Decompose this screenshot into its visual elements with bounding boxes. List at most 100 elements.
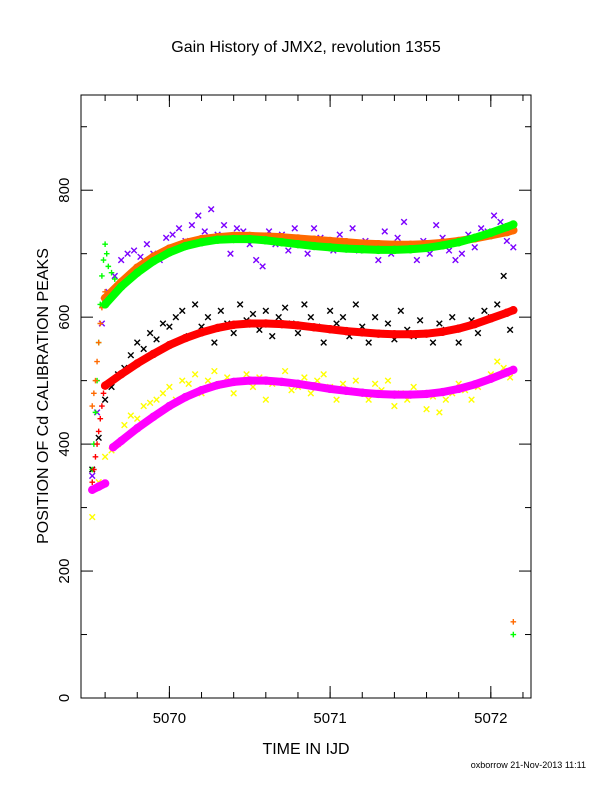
data-point bbox=[259, 263, 266, 270]
data-point bbox=[89, 403, 96, 409]
data-point bbox=[452, 256, 459, 264]
data-point bbox=[97, 415, 104, 422]
data-point bbox=[510, 631, 517, 638]
data-point bbox=[233, 225, 241, 232]
data-point bbox=[172, 313, 180, 321]
data-point bbox=[146, 399, 154, 407]
data-point bbox=[281, 304, 289, 311]
data-point bbox=[178, 377, 186, 384]
data-point bbox=[291, 225, 299, 232]
fit-point bbox=[509, 365, 518, 375]
data-point bbox=[146, 329, 154, 337]
data-point bbox=[281, 367, 289, 375]
data-point bbox=[445, 247, 453, 254]
data-point bbox=[91, 466, 97, 473]
data-point bbox=[130, 247, 138, 254]
data-point bbox=[436, 409, 443, 416]
chart-title: Gain History of JMX2, revolution 1355 bbox=[171, 39, 441, 56]
data-point bbox=[117, 256, 125, 264]
data-point bbox=[256, 326, 263, 334]
data-point bbox=[506, 326, 514, 334]
data-point bbox=[307, 313, 315, 321]
data-point bbox=[143, 240, 151, 248]
data-point bbox=[416, 317, 424, 324]
data-point bbox=[178, 307, 186, 315]
data-point bbox=[220, 221, 228, 229]
data-point bbox=[371, 313, 379, 321]
data-point bbox=[490, 212, 498, 219]
data-point bbox=[92, 409, 99, 416]
data-point bbox=[493, 301, 501, 308]
series-8 bbox=[100, 305, 518, 390]
data-point bbox=[236, 301, 244, 308]
data-point bbox=[230, 390, 237, 397]
data-point bbox=[140, 345, 147, 353]
data-point bbox=[500, 272, 507, 280]
data-point bbox=[326, 307, 334, 315]
data-point bbox=[429, 339, 437, 346]
data-point bbox=[121, 421, 128, 429]
data-point bbox=[371, 380, 379, 388]
data-point bbox=[99, 403, 105, 409]
data-point bbox=[391, 402, 398, 410]
data-point bbox=[111, 276, 118, 282]
data-point bbox=[365, 339, 372, 346]
data-point bbox=[497, 218, 504, 226]
data-point bbox=[304, 250, 311, 257]
data-point bbox=[375, 256, 382, 264]
data-point bbox=[127, 412, 135, 419]
data-point bbox=[275, 313, 282, 321]
data-point bbox=[101, 453, 109, 461]
data-point bbox=[111, 272, 119, 280]
series-5 bbox=[89, 381, 108, 485]
data-point bbox=[185, 380, 192, 388]
data-point bbox=[310, 225, 318, 232]
data-point bbox=[124, 250, 131, 257]
fit-point bbox=[509, 305, 518, 315]
data-point bbox=[352, 301, 360, 308]
series-3 bbox=[89, 241, 517, 638]
data-point bbox=[394, 234, 401, 242]
data-point bbox=[103, 250, 110, 257]
data-point bbox=[95, 339, 102, 346]
data-point bbox=[133, 339, 141, 346]
data-point bbox=[477, 225, 485, 232]
data-marks bbox=[88, 205, 518, 638]
data-point bbox=[493, 358, 501, 365]
series-9 bbox=[88, 365, 518, 495]
x-axis-label: TIME IN IJD bbox=[262, 741, 349, 758]
data-point bbox=[169, 231, 176, 238]
data-point bbox=[339, 380, 347, 388]
data-point bbox=[217, 307, 225, 315]
data-point bbox=[333, 320, 340, 327]
data-point bbox=[230, 329, 237, 337]
data-point bbox=[285, 247, 292, 254]
series-6 bbox=[100, 225, 518, 303]
data-point bbox=[133, 415, 141, 423]
data-point bbox=[159, 320, 167, 327]
data-point bbox=[252, 256, 260, 264]
data-point bbox=[92, 454, 99, 460]
data-point bbox=[243, 370, 250, 378]
data-point bbox=[365, 396, 372, 403]
data-point bbox=[294, 329, 302, 337]
data-point bbox=[307, 390, 315, 397]
data-point bbox=[423, 405, 430, 413]
data-point bbox=[510, 244, 517, 251]
data-point bbox=[227, 250, 234, 257]
y-tick-label: 600 bbox=[56, 305, 73, 330]
data-point bbox=[166, 383, 173, 391]
data-point bbox=[352, 377, 360, 384]
data-point bbox=[97, 320, 104, 327]
data-point bbox=[432, 221, 440, 229]
y-axis-label: POSITION OF Cd CALIBRATION PEAKS bbox=[35, 248, 52, 544]
data-point bbox=[175, 225, 183, 232]
data-point bbox=[95, 434, 102, 442]
x-tick-label: 5071 bbox=[313, 710, 346, 727]
data-point bbox=[268, 332, 276, 340]
data-point bbox=[333, 396, 340, 403]
data-point bbox=[249, 383, 257, 391]
data-point bbox=[474, 329, 482, 337]
data-point bbox=[162, 234, 170, 242]
